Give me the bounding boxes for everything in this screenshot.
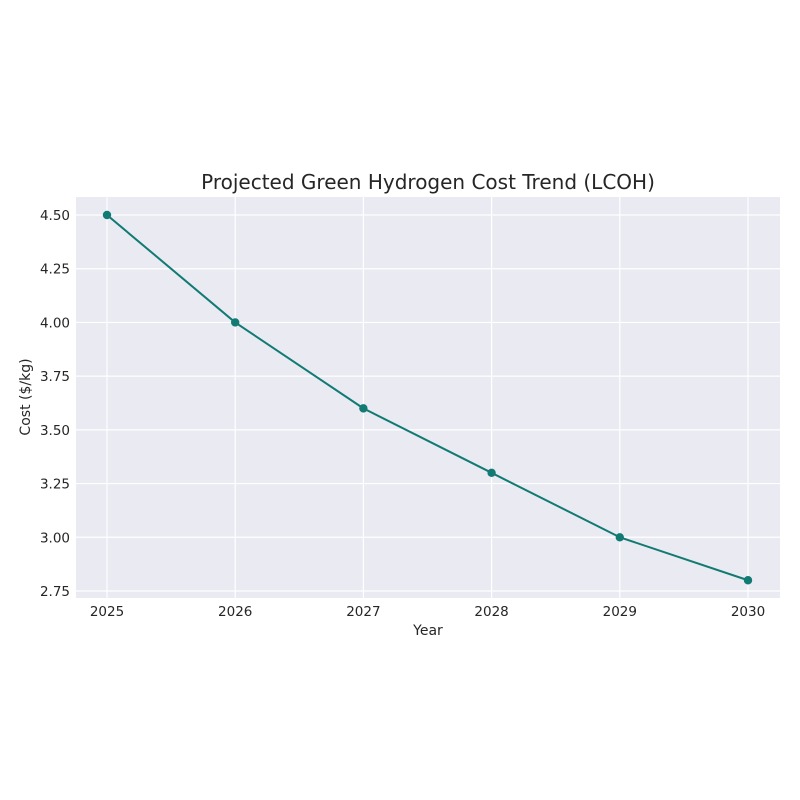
data-point [102,210,112,220]
x-tick-label: 2027 [346,604,380,620]
plot-area [76,197,780,598]
series-line [106,214,749,582]
y-tick-label: 2.75 [40,584,70,600]
grid-lines [76,197,780,598]
x-tick-label: 2028 [474,604,508,620]
x-tick-label: 2026 [218,604,252,620]
data-point [615,533,624,542]
chart-title: Projected Green Hydrogen Cost Trend (LCO… [201,170,655,194]
x-axis-label: Year [412,623,443,639]
y-tick-label: 3.25 [40,477,70,493]
x-tick-label: 2025 [90,604,124,620]
data-point [359,404,368,413]
data-point [743,576,753,585]
series-layer [106,214,749,582]
y-tick-label: 4.50 [40,208,70,224]
y-tick-label: 3.75 [40,369,70,385]
x-tick-labels: 2025 2026 2027 2028 2029 2030 [90,604,765,620]
marker-layer [102,210,753,585]
y-tick-label: 4.00 [40,315,70,331]
x-tick-label: 2029 [603,604,637,620]
y-tick-labels: 2.75 3.00 3.25 3.50 3.75 4.00 4.25 4.50 [40,208,70,600]
y-tick-label: 3.00 [40,530,70,546]
data-point [487,468,496,478]
y-tick-label: 3.50 [40,423,70,439]
y-tick-label: 4.25 [40,262,70,278]
data-point [231,318,240,327]
x-tick-label: 2030 [731,604,765,620]
y-axis-label: Cost ($/kg) [18,358,34,435]
